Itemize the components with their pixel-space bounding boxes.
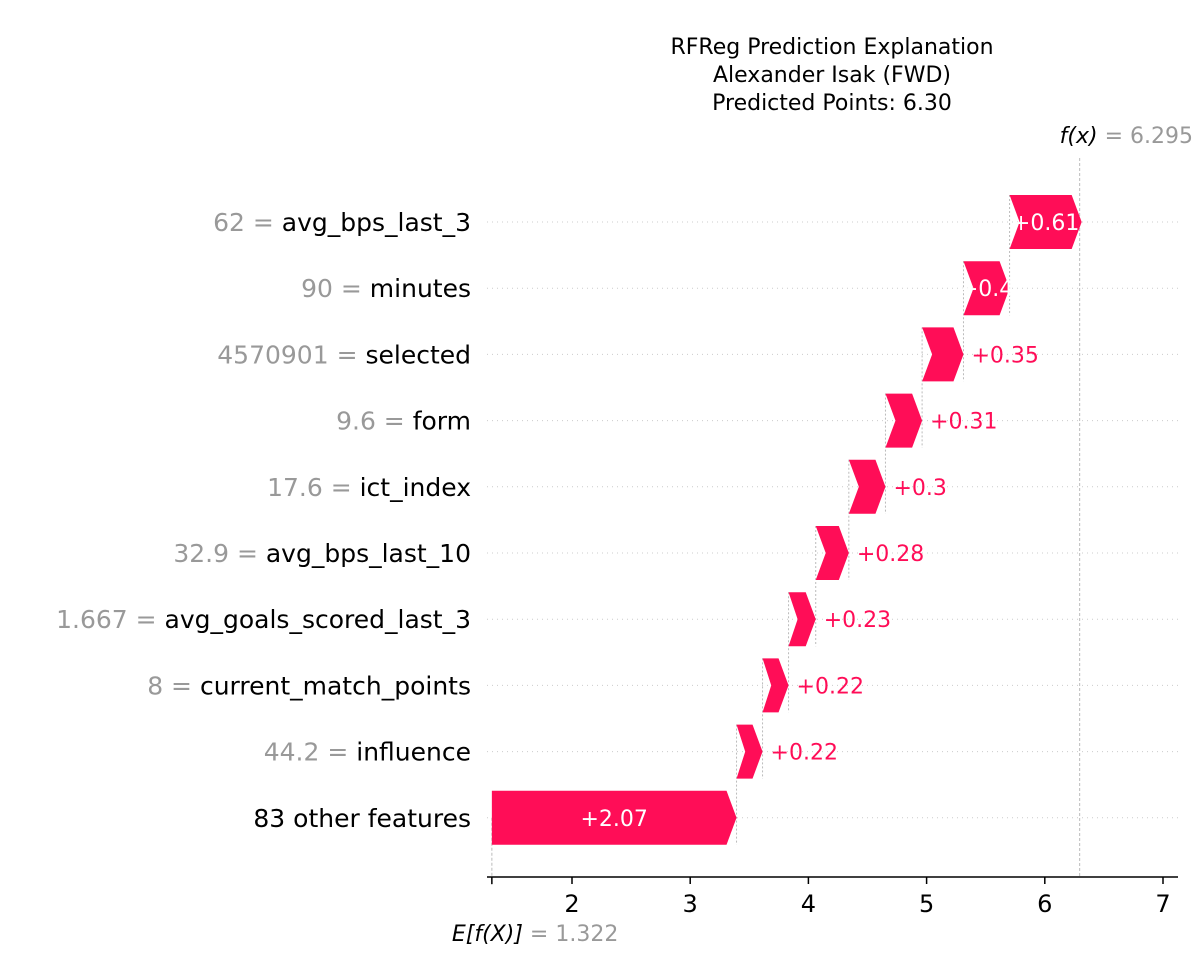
- feature-name: influence: [356, 738, 471, 767]
- feature-label: 9.6 = form: [336, 407, 471, 436]
- feature-name: form: [413, 407, 471, 436]
- feature-label: 83 other features: [253, 804, 471, 833]
- fx-value-annotation: f(x) = 6.295: [1060, 124, 1193, 149]
- feature-value: 62 =: [213, 208, 282, 237]
- base-value-annotation: E[f(X)] = 1.322: [452, 922, 618, 947]
- base-value-label: E[f(X)]: [452, 922, 523, 947]
- feature-name: 83 other features: [253, 804, 471, 833]
- fx-value-label: f(x): [1060, 124, 1098, 149]
- feature-value: 44.2 =: [264, 738, 357, 767]
- waterfall-bar: [736, 724, 763, 779]
- waterfall-bar: [491, 790, 737, 845]
- feature-name: avg_goals_scored_last_3: [165, 605, 471, 634]
- feature-name: selected: [365, 340, 471, 369]
- waterfall-bar: [963, 261, 1010, 316]
- x-tick-label: 3: [683, 890, 698, 918]
- bar-value-label: +0.4: [960, 277, 1013, 302]
- base-value-text: = 1.322: [523, 922, 618, 947]
- chart-title-line-2: Alexander Isak (FWD): [713, 63, 951, 88]
- feature-name: ict_index: [360, 473, 471, 502]
- bar-value-label: +0.3: [893, 476, 946, 501]
- feature-label: 32.9 = avg_bps_last_10: [173, 539, 471, 568]
- feature-label: 62 = avg_bps_last_3: [213, 208, 471, 237]
- feature-name: avg_bps_last_3: [282, 208, 471, 237]
- waterfall-bar: [848, 459, 886, 514]
- feature-value: 4570901 =: [217, 340, 365, 369]
- bar-value-label: +0.35: [971, 343, 1038, 368]
- x-tick-label: 7: [1155, 890, 1170, 918]
- feature-name: avg_bps_last_10: [266, 539, 471, 568]
- feature-value: 90 =: [301, 274, 370, 303]
- feature-value: 1.667 =: [56, 605, 164, 634]
- bar-value-label: +0.61: [1012, 211, 1079, 236]
- waterfall-bar: [922, 327, 964, 382]
- waterfall-bar: [762, 658, 789, 713]
- fx-value-text: = 6.295: [1098, 124, 1193, 149]
- feature-label: 90 = minutes: [301, 274, 471, 303]
- x-tick-label: 5: [919, 890, 934, 918]
- feature-value: 17.6 =: [267, 473, 360, 502]
- feature-value: 32.9 =: [173, 539, 266, 568]
- feature-name: current_match_points: [200, 671, 471, 700]
- chart-title-line-3: Predicted Points: 6.30: [712, 91, 952, 116]
- bar-value-label: +0.22: [797, 674, 864, 699]
- waterfall-bar: [788, 592, 816, 647]
- waterfall-bar: [815, 526, 849, 580]
- bar-value-label: +0.28: [857, 542, 924, 567]
- chart-title-line-1: RFReg Prediction Explanation: [670, 35, 993, 60]
- waterfall-bar: [885, 393, 923, 448]
- x-tick-label: 4: [801, 890, 816, 918]
- feature-label: 1.667 = avg_goals_scored_last_3: [56, 605, 471, 634]
- x-tick-label: 2: [564, 890, 579, 918]
- x-tick-label: 6: [1037, 890, 1052, 918]
- feature-label: 17.6 = ict_index: [267, 473, 471, 502]
- bar-value-label: +2.07: [580, 807, 647, 832]
- feature-label: 44.2 = influence: [264, 738, 471, 767]
- feature-value: 8 =: [147, 671, 200, 700]
- feature-name: minutes: [370, 274, 471, 303]
- feature-label: 4570901 = selected: [217, 340, 471, 369]
- feature-label: 8 = current_match_points: [147, 671, 471, 700]
- bar-value-label: +0.31: [930, 410, 997, 435]
- feature-value: 9.6 =: [336, 407, 413, 436]
- bar-value-label: +0.22: [771, 741, 838, 766]
- waterfall-bar: [1009, 195, 1082, 249]
- bar-value-label: +0.23: [824, 608, 891, 633]
